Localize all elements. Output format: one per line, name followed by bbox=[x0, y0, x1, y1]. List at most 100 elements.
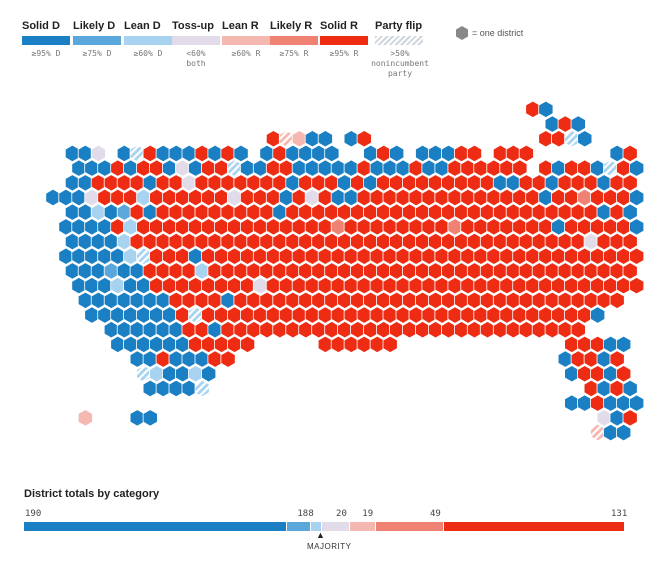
district-hex bbox=[518, 232, 534, 251]
district-hex bbox=[259, 291, 275, 310]
district-hex bbox=[583, 203, 599, 221]
district-hex bbox=[466, 262, 483, 280]
district-hex bbox=[415, 291, 431, 310]
district-hex bbox=[90, 262, 106, 280]
district-hex bbox=[369, 306, 385, 324]
district-hex bbox=[622, 379, 638, 398]
district-hex bbox=[590, 276, 606, 295]
district-hex bbox=[590, 423, 606, 442]
district-hex bbox=[77, 232, 93, 251]
district-hex bbox=[473, 188, 489, 207]
district-hex bbox=[434, 159, 450, 177]
district-hex bbox=[538, 306, 554, 324]
district-hex bbox=[213, 159, 230, 177]
district-hex bbox=[356, 159, 372, 177]
district-hex bbox=[356, 130, 372, 148]
district-hex bbox=[220, 350, 236, 368]
district-hex bbox=[97, 276, 113, 295]
district-hex bbox=[440, 232, 457, 251]
district-hex bbox=[525, 188, 541, 207]
district-hex bbox=[363, 174, 379, 192]
district-hex bbox=[233, 174, 249, 192]
district-hex bbox=[577, 276, 593, 295]
district-hex bbox=[64, 262, 80, 280]
district-hex bbox=[603, 365, 619, 383]
district-hex bbox=[427, 291, 444, 310]
district-hex bbox=[447, 306, 463, 324]
district-hex bbox=[395, 188, 411, 207]
district-hex bbox=[629, 218, 645, 236]
district-hex bbox=[291, 247, 307, 265]
district-hex bbox=[382, 159, 398, 177]
legend-range: ≥75% D bbox=[82, 49, 112, 58]
district-hex bbox=[577, 394, 593, 412]
district-hex bbox=[486, 306, 502, 324]
majority-marker-icon: ▲ bbox=[316, 530, 325, 540]
district-hex bbox=[544, 203, 560, 221]
district-hex bbox=[525, 247, 541, 265]
district-hex bbox=[291, 130, 307, 148]
district-hex bbox=[142, 379, 158, 398]
district-hex bbox=[376, 203, 392, 221]
district-hex bbox=[129, 262, 145, 280]
district-hex bbox=[155, 232, 171, 251]
district-hex bbox=[544, 115, 560, 133]
district-hex bbox=[64, 174, 80, 192]
legend-item-solid-r: Solid R ≥95% R bbox=[320, 20, 372, 59]
district-hex bbox=[590, 188, 606, 207]
district-hex bbox=[343, 159, 359, 177]
district-hex bbox=[123, 276, 139, 295]
district-hex bbox=[557, 203, 573, 221]
district-hex bbox=[103, 320, 119, 339]
district-hex bbox=[77, 203, 93, 221]
district-hex bbox=[369, 218, 385, 236]
legend-range: ≥95% D bbox=[31, 49, 61, 58]
district-hex bbox=[577, 335, 593, 354]
district-hex bbox=[557, 291, 573, 310]
district-hex bbox=[570, 350, 586, 368]
district-hex bbox=[213, 218, 230, 236]
district-hex bbox=[239, 159, 256, 177]
district-hex bbox=[330, 218, 346, 236]
district-hex bbox=[239, 335, 256, 354]
district-hex bbox=[382, 218, 398, 236]
district-hex bbox=[233, 320, 249, 339]
district-hex bbox=[77, 144, 93, 163]
district-hex bbox=[168, 203, 184, 221]
district-hex bbox=[603, 247, 619, 265]
district-hex bbox=[577, 159, 593, 177]
district-hex bbox=[324, 144, 340, 163]
district-hex bbox=[629, 276, 645, 295]
district-hex bbox=[603, 188, 619, 207]
district-hex bbox=[45, 188, 61, 207]
district-hex bbox=[149, 276, 165, 295]
district-hex bbox=[427, 144, 444, 163]
district-totals-bar: ▲ MAJORITY 190 18 8 20 19 49 131 bbox=[24, 509, 627, 559]
district-hex bbox=[330, 159, 346, 177]
district-hex bbox=[369, 247, 385, 265]
district-hex bbox=[518, 291, 534, 310]
district-hex bbox=[84, 188, 100, 207]
district-hex bbox=[486, 247, 502, 265]
district-hex bbox=[311, 262, 327, 280]
district-hex bbox=[252, 188, 269, 207]
legend: Solid D ≥95% D Likely D ≥75% D Lean D ≥6… bbox=[22, 20, 582, 110]
district-hex bbox=[499, 188, 515, 207]
district-hex bbox=[337, 291, 353, 310]
district-hex bbox=[265, 159, 282, 177]
district-hex bbox=[557, 115, 573, 133]
district-hex bbox=[181, 232, 197, 251]
district-hex bbox=[304, 159, 320, 177]
district-hex bbox=[453, 174, 470, 192]
district-hex bbox=[518, 174, 534, 192]
district-hex bbox=[616, 218, 632, 236]
district-hex bbox=[440, 320, 457, 339]
district-hex bbox=[103, 174, 119, 192]
district-hex bbox=[570, 203, 586, 221]
district-hex bbox=[272, 144, 288, 163]
district-hex bbox=[570, 115, 586, 133]
district-hex bbox=[447, 188, 463, 207]
district-hex bbox=[376, 144, 392, 163]
district-hex bbox=[123, 159, 139, 177]
district-hex bbox=[77, 291, 93, 310]
